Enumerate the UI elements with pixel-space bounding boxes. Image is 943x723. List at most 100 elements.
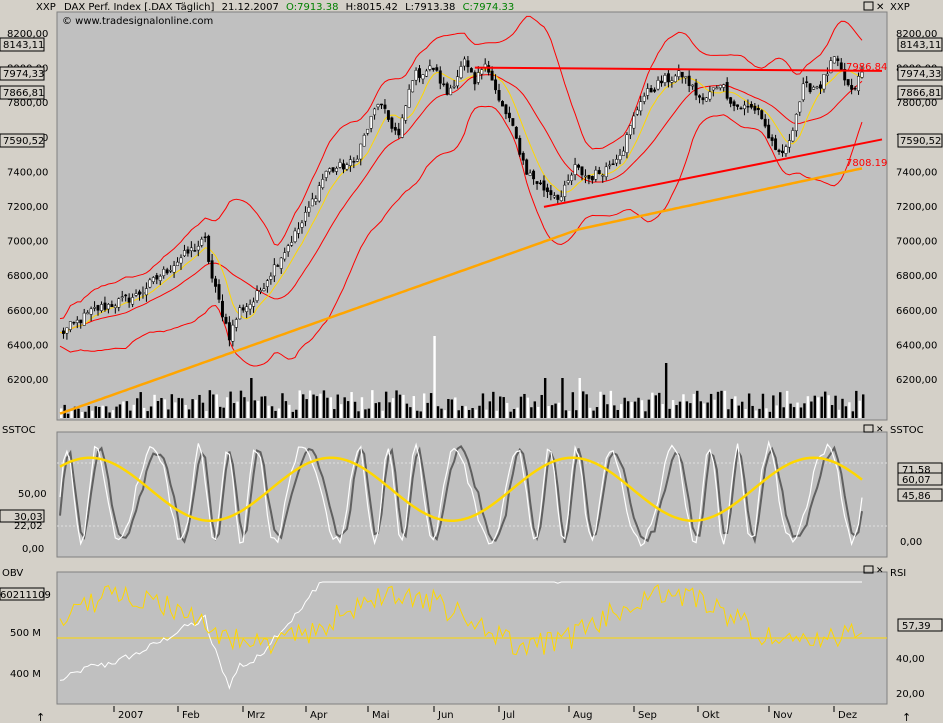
volume-bar xyxy=(412,396,416,418)
candle-body xyxy=(234,319,238,328)
candle-body xyxy=(383,104,387,109)
high-value: H:8015.42 xyxy=(346,2,398,13)
volume-bar xyxy=(492,391,495,418)
right-badge-close: 7974,33 xyxy=(900,69,941,80)
volume-bar xyxy=(329,397,333,418)
volume-bar xyxy=(526,397,530,418)
candle-body xyxy=(445,83,449,95)
candle-body xyxy=(421,74,425,80)
volume-bar xyxy=(533,401,537,418)
candle-body xyxy=(131,297,135,305)
candle-body xyxy=(359,143,363,160)
candle-body xyxy=(494,79,498,91)
stoch-badge-71: 71,58 xyxy=(902,465,931,476)
candle-body xyxy=(89,308,93,315)
candle-body xyxy=(518,137,522,155)
candle-body xyxy=(348,159,352,167)
candle-body xyxy=(103,302,107,310)
candle-body xyxy=(597,170,601,174)
volume-bar xyxy=(298,390,301,418)
volume-bar xyxy=(523,393,526,418)
candle-body xyxy=(542,180,546,191)
candle-body xyxy=(466,60,470,68)
volume-bar xyxy=(160,397,163,418)
volume-bar xyxy=(101,405,104,418)
obv-close-icon[interactable]: ✕ xyxy=(876,566,884,576)
candle-body xyxy=(317,185,321,202)
candle-body xyxy=(193,250,197,252)
candle-body xyxy=(577,164,580,168)
candle-body xyxy=(397,128,401,136)
volume-bar xyxy=(817,397,820,418)
price-tick-left: 7800,00 xyxy=(7,98,48,109)
volume-bar xyxy=(647,399,651,418)
candle-body xyxy=(701,97,705,101)
candle-body xyxy=(552,195,556,198)
volume-bar xyxy=(281,393,284,418)
volume-bar xyxy=(395,390,398,418)
candle-body xyxy=(836,58,840,62)
volume-bar xyxy=(229,391,232,418)
volume-bar xyxy=(308,390,312,418)
month-label: Jun xyxy=(437,710,454,721)
candle-body xyxy=(743,104,746,110)
volume-bar xyxy=(87,406,91,418)
candle-body xyxy=(252,301,256,307)
candle-body xyxy=(829,60,833,74)
rsi-last-badge: 57,39 xyxy=(902,621,931,632)
left-badge-high: 8143,11 xyxy=(3,40,44,51)
volume-bar xyxy=(633,401,637,418)
candle-body xyxy=(82,312,86,326)
bollinger-upper xyxy=(59,15,863,320)
rsi-tick-40: 40,00 xyxy=(896,654,925,665)
candle-body xyxy=(293,230,297,242)
candle-body xyxy=(134,293,138,296)
candle-body xyxy=(418,68,421,78)
volume-bar xyxy=(277,408,281,418)
lower-trend-label: 7808.19 xyxy=(846,158,887,169)
volume-bar xyxy=(737,405,740,418)
candle-body xyxy=(283,252,287,260)
window-close-icon[interactable]: ✕ xyxy=(876,2,884,13)
candle-body xyxy=(321,179,325,188)
candle-body xyxy=(259,290,262,292)
volume-bar xyxy=(713,399,716,418)
candle-body xyxy=(238,307,242,320)
volume-bar xyxy=(136,398,139,418)
volume-bar xyxy=(447,399,450,418)
candle-body xyxy=(708,91,712,100)
stoch-restore-icon[interactable] xyxy=(863,424,874,433)
candle-body xyxy=(279,257,283,269)
volume-bar xyxy=(388,402,391,418)
volume-bar xyxy=(644,411,647,418)
candle-body xyxy=(186,249,190,254)
obv-restore-icon[interactable] xyxy=(863,565,874,574)
candle-body xyxy=(176,261,179,266)
volume-bar xyxy=(841,398,844,418)
scroll-up-arrow-icon[interactable]: ↑ xyxy=(36,711,45,723)
candle-body xyxy=(770,137,774,141)
window-restore-icon[interactable] xyxy=(863,1,874,11)
volume-bar xyxy=(623,397,626,418)
volume-bar xyxy=(744,409,747,418)
upper-trend-label: 7986.84 xyxy=(846,62,887,73)
volume-bar xyxy=(862,394,865,418)
scroll-up-arrow-icon-right[interactable]: ↑ xyxy=(902,711,911,723)
volume-bar xyxy=(668,408,671,418)
volume-bar xyxy=(658,392,661,418)
candle-body xyxy=(300,222,304,228)
stoch-close-icon[interactable]: ✕ xyxy=(876,425,884,435)
candle-body xyxy=(767,124,771,139)
volume-bar xyxy=(98,406,101,418)
candle-body xyxy=(570,174,574,182)
rsi-tick-20: 20,00 xyxy=(896,689,925,700)
candle-body xyxy=(207,235,211,262)
volume-bar xyxy=(585,394,588,418)
volume-bar xyxy=(66,413,70,418)
volume-bar xyxy=(205,411,208,418)
candle-body xyxy=(303,212,307,222)
volume-bar xyxy=(664,363,668,418)
stoch-tick-50: 50,00 xyxy=(18,489,47,500)
candle-body xyxy=(843,69,847,81)
volume-bar xyxy=(851,411,855,418)
